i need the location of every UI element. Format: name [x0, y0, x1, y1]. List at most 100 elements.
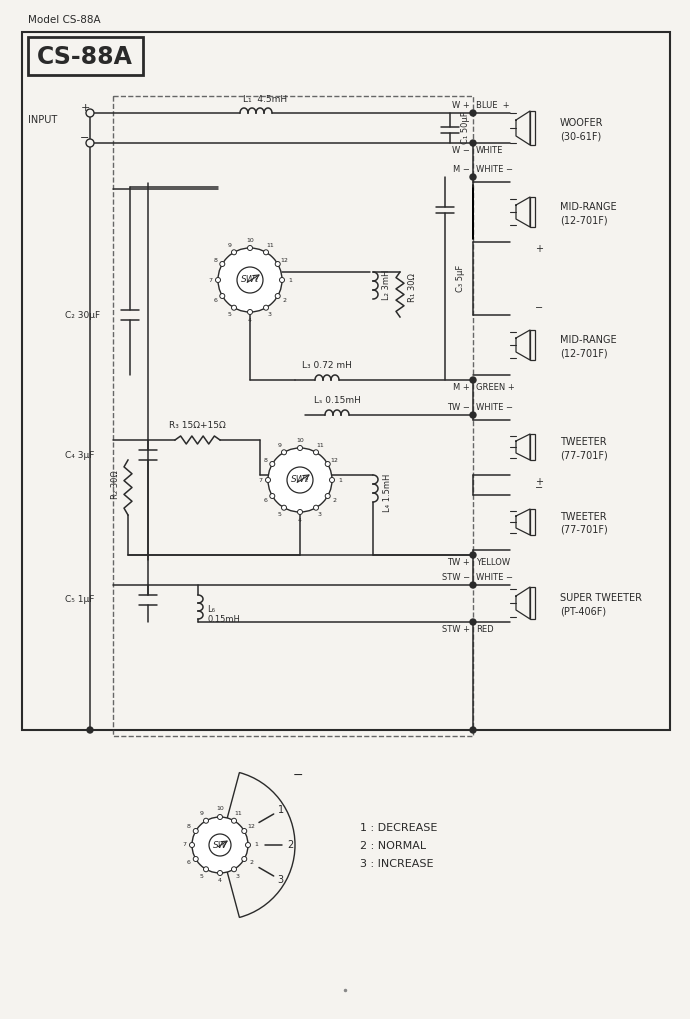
- Circle shape: [470, 174, 476, 180]
- Text: −: −: [80, 133, 90, 143]
- Text: +: +: [80, 103, 90, 113]
- Text: 3: 3: [318, 513, 322, 517]
- Text: 5: 5: [200, 873, 204, 878]
- Bar: [530, 510, 535, 535]
- Circle shape: [470, 140, 476, 146]
- Circle shape: [220, 293, 225, 299]
- Text: MID-RANGE: MID-RANGE: [560, 335, 617, 345]
- Bar: [22, 32, 670, 730]
- Circle shape: [232, 306, 237, 310]
- Circle shape: [279, 277, 284, 282]
- Text: 10: 10: [246, 237, 254, 243]
- Text: L₆
0.15mH: L₆ 0.15mH: [207, 605, 240, 625]
- Text: R₂ 30Ω: R₂ 30Ω: [111, 471, 120, 499]
- Circle shape: [470, 552, 476, 558]
- Circle shape: [313, 505, 319, 511]
- Circle shape: [220, 262, 225, 267]
- Text: TW −: TW −: [447, 403, 470, 412]
- Bar: [530, 587, 535, 619]
- Text: C₂ 30μF: C₂ 30μF: [65, 311, 100, 320]
- Text: 3 : INCREASE: 3 : INCREASE: [360, 859, 433, 869]
- Text: 1: 1: [254, 843, 258, 848]
- Bar: [28, 37, 143, 75]
- Circle shape: [241, 857, 247, 861]
- Text: 9: 9: [278, 443, 282, 448]
- Circle shape: [87, 727, 93, 733]
- Circle shape: [325, 462, 331, 467]
- Text: 6: 6: [264, 497, 267, 502]
- Text: −: −: [293, 768, 303, 782]
- Text: 10: 10: [216, 806, 224, 811]
- Text: W −: W −: [452, 146, 470, 155]
- Circle shape: [264, 306, 268, 310]
- Circle shape: [470, 110, 476, 116]
- Circle shape: [232, 818, 237, 823]
- Text: 1: 1: [338, 478, 342, 483]
- Text: C₃ 5μF: C₃ 5μF: [456, 264, 465, 291]
- Text: WHITE: WHITE: [476, 146, 504, 155]
- Text: 5: 5: [228, 312, 232, 317]
- Text: TWEETER: TWEETER: [560, 512, 607, 522]
- Circle shape: [470, 377, 476, 383]
- Text: L₄ 1.5mH: L₄ 1.5mH: [383, 474, 392, 513]
- Circle shape: [217, 814, 222, 819]
- Text: C₅ 1μF: C₅ 1μF: [65, 595, 95, 604]
- Circle shape: [86, 139, 94, 147]
- Text: 12: 12: [281, 258, 288, 263]
- Text: +: +: [535, 477, 543, 487]
- Text: 12: 12: [331, 458, 339, 463]
- Circle shape: [270, 493, 275, 498]
- Circle shape: [192, 817, 248, 873]
- Circle shape: [470, 619, 476, 625]
- Text: (77-701F): (77-701F): [560, 525, 608, 535]
- Text: STW −: STW −: [442, 573, 470, 582]
- Text: INPUT: INPUT: [28, 115, 57, 125]
- Text: 6: 6: [187, 860, 190, 865]
- Circle shape: [217, 870, 222, 875]
- Circle shape: [275, 293, 280, 299]
- Circle shape: [330, 478, 335, 483]
- Text: R₁ 30Ω: R₁ 30Ω: [408, 273, 417, 303]
- Text: Model CS-88A: Model CS-88A: [28, 15, 101, 25]
- Circle shape: [297, 445, 302, 450]
- Circle shape: [282, 449, 286, 454]
- Circle shape: [204, 867, 208, 871]
- Text: SW₂: SW₂: [291, 476, 309, 484]
- Text: L₃ 0.72 mH: L₃ 0.72 mH: [302, 361, 352, 370]
- Text: 9: 9: [200, 811, 204, 816]
- Circle shape: [275, 262, 280, 267]
- Circle shape: [215, 277, 221, 282]
- Text: R₃ 15Ω+15Ω: R₃ 15Ω+15Ω: [168, 421, 226, 430]
- Text: W +: W +: [452, 101, 470, 110]
- Text: 2 : NORMAL: 2 : NORMAL: [360, 841, 426, 851]
- Text: MID-RANGE: MID-RANGE: [560, 202, 617, 212]
- Text: Lₛ 0.15mH: Lₛ 0.15mH: [313, 396, 360, 405]
- Text: 3: 3: [236, 873, 240, 878]
- Text: (PT-406F): (PT-406F): [560, 606, 606, 616]
- Text: 11: 11: [234, 811, 242, 816]
- Text: C₄ 3μF: C₄ 3μF: [65, 450, 95, 460]
- Text: TWEETER: TWEETER: [560, 437, 607, 447]
- Text: BLUE  +: BLUE +: [476, 101, 510, 110]
- Text: CS-88A: CS-88A: [37, 45, 133, 69]
- Text: (30-61F): (30-61F): [560, 131, 601, 141]
- Bar: [530, 111, 535, 145]
- Circle shape: [204, 818, 208, 823]
- Text: 4: 4: [298, 518, 302, 523]
- Circle shape: [313, 449, 319, 454]
- Text: (12-701F): (12-701F): [560, 215, 608, 225]
- Text: 9: 9: [228, 243, 232, 248]
- Circle shape: [264, 250, 268, 255]
- Text: SW₁: SW₁: [241, 275, 259, 284]
- Text: 3: 3: [268, 312, 272, 317]
- Text: 1: 1: [277, 805, 284, 815]
- Text: YELLOW: YELLOW: [476, 558, 510, 567]
- Circle shape: [268, 448, 332, 512]
- Circle shape: [325, 493, 331, 498]
- Text: 7: 7: [208, 277, 212, 282]
- Circle shape: [241, 828, 247, 834]
- Text: (77-701F): (77-701F): [560, 450, 608, 460]
- Circle shape: [248, 310, 253, 315]
- Text: 11: 11: [266, 243, 274, 248]
- Circle shape: [470, 412, 476, 418]
